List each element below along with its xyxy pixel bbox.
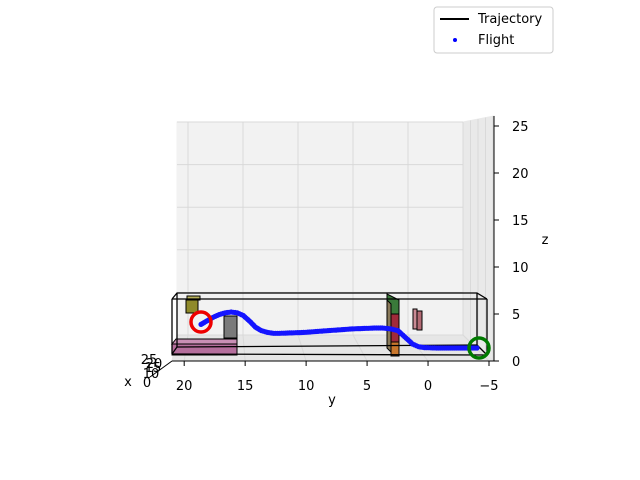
y-axis-ticks: 20 15 10 5 0 −5 bbox=[176, 361, 499, 394]
olive-block bbox=[185, 299, 199, 314]
z-tick-label: 20 bbox=[512, 167, 529, 182]
z-axis-label: z bbox=[542, 233, 549, 248]
x-tick-label: 0 bbox=[143, 376, 151, 391]
legend-trajectory-label: Trajectory bbox=[477, 12, 542, 27]
x-tick-label: 20 bbox=[146, 357, 163, 372]
floor-gridline bbox=[352, 334, 368, 362]
purple-slab-top bbox=[170, 338, 238, 345]
z-tick-label: 0 bbox=[512, 355, 520, 370]
goal-marker bbox=[467, 336, 491, 360]
floor-gridline bbox=[242, 334, 246, 362]
z-tick-label: 10 bbox=[512, 261, 529, 276]
rose-post-face bbox=[416, 310, 423, 331]
y-tick-label: 20 bbox=[176, 379, 193, 394]
z-tick-label: 15 bbox=[512, 214, 529, 229]
y-tick-label: 15 bbox=[237, 379, 254, 394]
tan-pillar bbox=[386, 298, 392, 354]
y-tick-label: 10 bbox=[298, 379, 315, 394]
legend: Trajectory Flight bbox=[433, 6, 554, 54]
z-tick-label: 5 bbox=[512, 308, 520, 323]
z-axis-ticks: 0 5 10 15 20 25 bbox=[494, 120, 529, 370]
z-tick-label: 25 bbox=[512, 120, 529, 135]
orange-block bbox=[390, 341, 400, 357]
x-axis-ticks: 25 20 15 10 0 bbox=[141, 353, 163, 391]
legend-flight-swatch bbox=[453, 38, 457, 42]
x-axis-label: x bbox=[124, 375, 132, 390]
y-tick-label: 5 bbox=[363, 379, 371, 394]
x-tick-label: 15 bbox=[145, 361, 162, 376]
flight-point bbox=[474, 345, 480, 351]
x-tick-label: 25 bbox=[141, 353, 158, 368]
x-tick-label: 10 bbox=[143, 367, 160, 382]
purple-slab bbox=[171, 343, 238, 356]
back-pane bbox=[176, 121, 464, 336]
floor-gridline bbox=[297, 334, 307, 362]
y-tick-label: −5 bbox=[479, 379, 498, 394]
y-tick-label: 0 bbox=[424, 379, 432, 394]
start-marker bbox=[189, 310, 213, 334]
flight-points bbox=[198, 309, 480, 351]
rose-post bbox=[412, 308, 418, 330]
x-axis-line bbox=[149, 360, 173, 378]
gray-pillar bbox=[223, 315, 238, 339]
obstacles bbox=[170, 293, 423, 357]
y-axis-label: y bbox=[328, 393, 336, 408]
legend-flight-label: Flight bbox=[478, 33, 514, 48]
